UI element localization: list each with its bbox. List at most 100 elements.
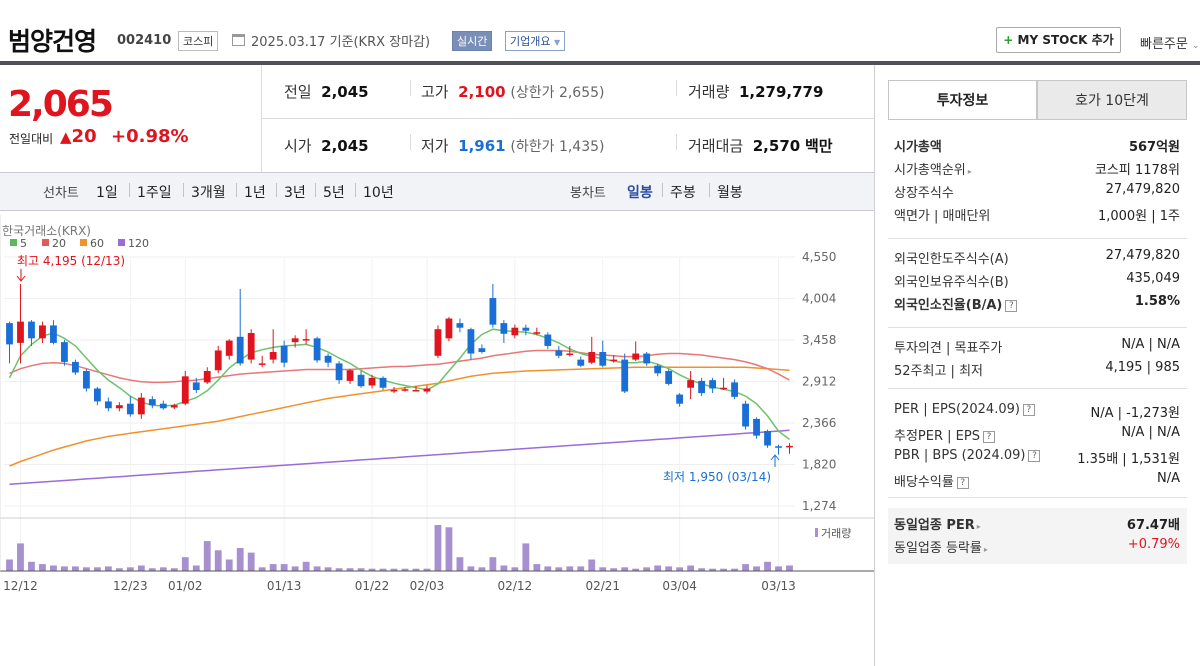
candle-body — [478, 348, 486, 353]
high-price: 고가 2,100 (상한가 2,655) — [421, 81, 604, 102]
stat-sep — [410, 134, 411, 150]
add-my-stock-button[interactable]: + MY STOCK 추가 — [996, 27, 1121, 53]
period-button[interactable]: 5년 — [323, 185, 345, 201]
volume-bar — [148, 568, 156, 571]
volume-bar — [137, 565, 145, 571]
volume-bar — [379, 568, 387, 571]
tab-order-book[interactable]: 호가 10단계 — [1037, 80, 1187, 120]
help-icon[interactable]: ? — [1028, 449, 1041, 462]
info-label: 외국인보유주식수(B) — [894, 271, 1009, 290]
period-separator — [183, 183, 184, 197]
candle-body — [742, 403, 749, 427]
candle-body — [786, 445, 793, 448]
info-value: 4,195 | 985 — [1105, 360, 1180, 375]
chevron-right-icon[interactable]: ▸ — [967, 167, 972, 176]
candle-body — [489, 298, 497, 325]
help-icon[interactable]: ? — [982, 430, 995, 443]
info-label-text: 시가총액순위 — [894, 163, 966, 178]
candle-body — [368, 377, 376, 386]
help-icon[interactable]: ? — [956, 476, 969, 489]
tab-invest-info[interactable]: 투자정보 — [888, 80, 1037, 120]
info-label-text: 52주최고 | 최저 — [894, 364, 983, 379]
prev-close: 전일 2,045 — [284, 81, 369, 102]
caret-down-icon: ▼ — [553, 38, 561, 47]
help-icon[interactable]: ? — [1022, 403, 1035, 416]
price-chart[interactable]: 4,550 4,004 3,458 2,912 2,366 1,820 1,274 12/12… — [0, 215, 874, 600]
volume-bar — [357, 568, 365, 571]
info-label: PBR | BPS (2024.09)? — [894, 448, 1041, 463]
header-divider — [0, 61, 1200, 65]
quick-order-button[interactable]: 빠른주문 ⌄ — [1140, 33, 1200, 52]
amount-value: 2,570 — [752, 137, 801, 155]
volume-bar — [313, 566, 321, 571]
period-button[interactable]: 1일 — [96, 185, 118, 201]
volume-bar — [544, 566, 552, 571]
period-toolbar — [0, 172, 874, 211]
period-button[interactable]: 3년 — [284, 185, 306, 201]
realtime-button[interactable]: 실시간 — [452, 31, 493, 51]
current-price: 2,065 — [8, 84, 114, 125]
period-button[interactable]: 1주일 — [137, 185, 172, 201]
volume-bar — [61, 566, 68, 571]
legend-label: 120 — [128, 237, 149, 250]
y-tick-label: 1,820 — [802, 458, 836, 472]
volume-bar — [368, 568, 376, 571]
candle-body — [632, 353, 640, 360]
high-label: 고가 — [421, 83, 449, 101]
period-separator — [236, 183, 237, 197]
candle-body — [6, 323, 13, 345]
price-change: ▲20 — [60, 126, 97, 147]
chevron-right-icon[interactable]: ▸ — [976, 522, 981, 531]
candle-body — [445, 318, 453, 339]
legend-label: 20 — [52, 237, 66, 250]
period-button[interactable]: 3개월 — [191, 185, 226, 201]
candle-body — [610, 359, 618, 362]
candle-chart-label: 봉차트 — [570, 186, 606, 201]
amount-label: 거래대금 — [688, 137, 744, 155]
info-label-text: 시가총액 — [894, 140, 942, 155]
candle-body — [225, 340, 233, 356]
candle-body — [82, 371, 90, 389]
ma120-line — [9, 429, 790, 486]
volume-bar — [423, 568, 431, 571]
volume-bar — [522, 543, 530, 571]
x-tick-label: 03/13 — [761, 579, 796, 593]
corp-info-dropdown[interactable]: 기업개요 ▼ — [505, 31, 566, 51]
candle-body — [50, 325, 57, 343]
info-label: 배당수익률? — [894, 471, 969, 490]
corp-info-label: 기업개요 — [510, 35, 551, 48]
candle-period-button[interactable]: 일봉 — [627, 185, 653, 201]
open-price: 시가 2,045 — [284, 135, 369, 156]
chevron-right-icon[interactable]: ▸ — [983, 545, 988, 554]
candle-period-button[interactable]: 월봉 — [717, 185, 743, 201]
candle-body — [280, 345, 288, 363]
period-button[interactable]: 1년 — [244, 185, 266, 201]
candle-body — [511, 327, 519, 336]
stat-sep — [676, 134, 677, 150]
ma20-line — [9, 349, 790, 384]
volume-bar — [456, 557, 464, 571]
candle-body — [203, 371, 211, 383]
volume-bar — [346, 568, 354, 571]
volume-bar — [28, 561, 35, 571]
info-value: 코스피 1178위 — [1094, 163, 1180, 178]
candle-body — [104, 401, 112, 409]
price-change-pct: +0.98% — [111, 126, 189, 147]
volume-bars — [6, 525, 793, 571]
volume-bar — [588, 559, 596, 571]
period-button[interactable]: 10년 — [363, 185, 394, 201]
volume-bar — [467, 566, 475, 571]
info-label: 동일업종 등락률 ▸ — [894, 537, 988, 556]
volume-bar — [126, 567, 134, 571]
info-label: 52주최고 | 최저 — [894, 360, 983, 379]
x-tick-label: 01/13 — [267, 579, 302, 593]
candle-period-button[interactable]: 주봉 — [670, 185, 696, 201]
volume-legend-swatch — [815, 528, 818, 537]
volume-value: 1,279,779 — [738, 83, 824, 101]
candle-body — [555, 350, 563, 356]
candle-body — [291, 338, 299, 343]
price-change-value: 20 — [71, 126, 97, 147]
volume-bar — [50, 565, 57, 571]
volume-bar — [214, 550, 222, 571]
help-icon[interactable]: ? — [1005, 299, 1018, 312]
